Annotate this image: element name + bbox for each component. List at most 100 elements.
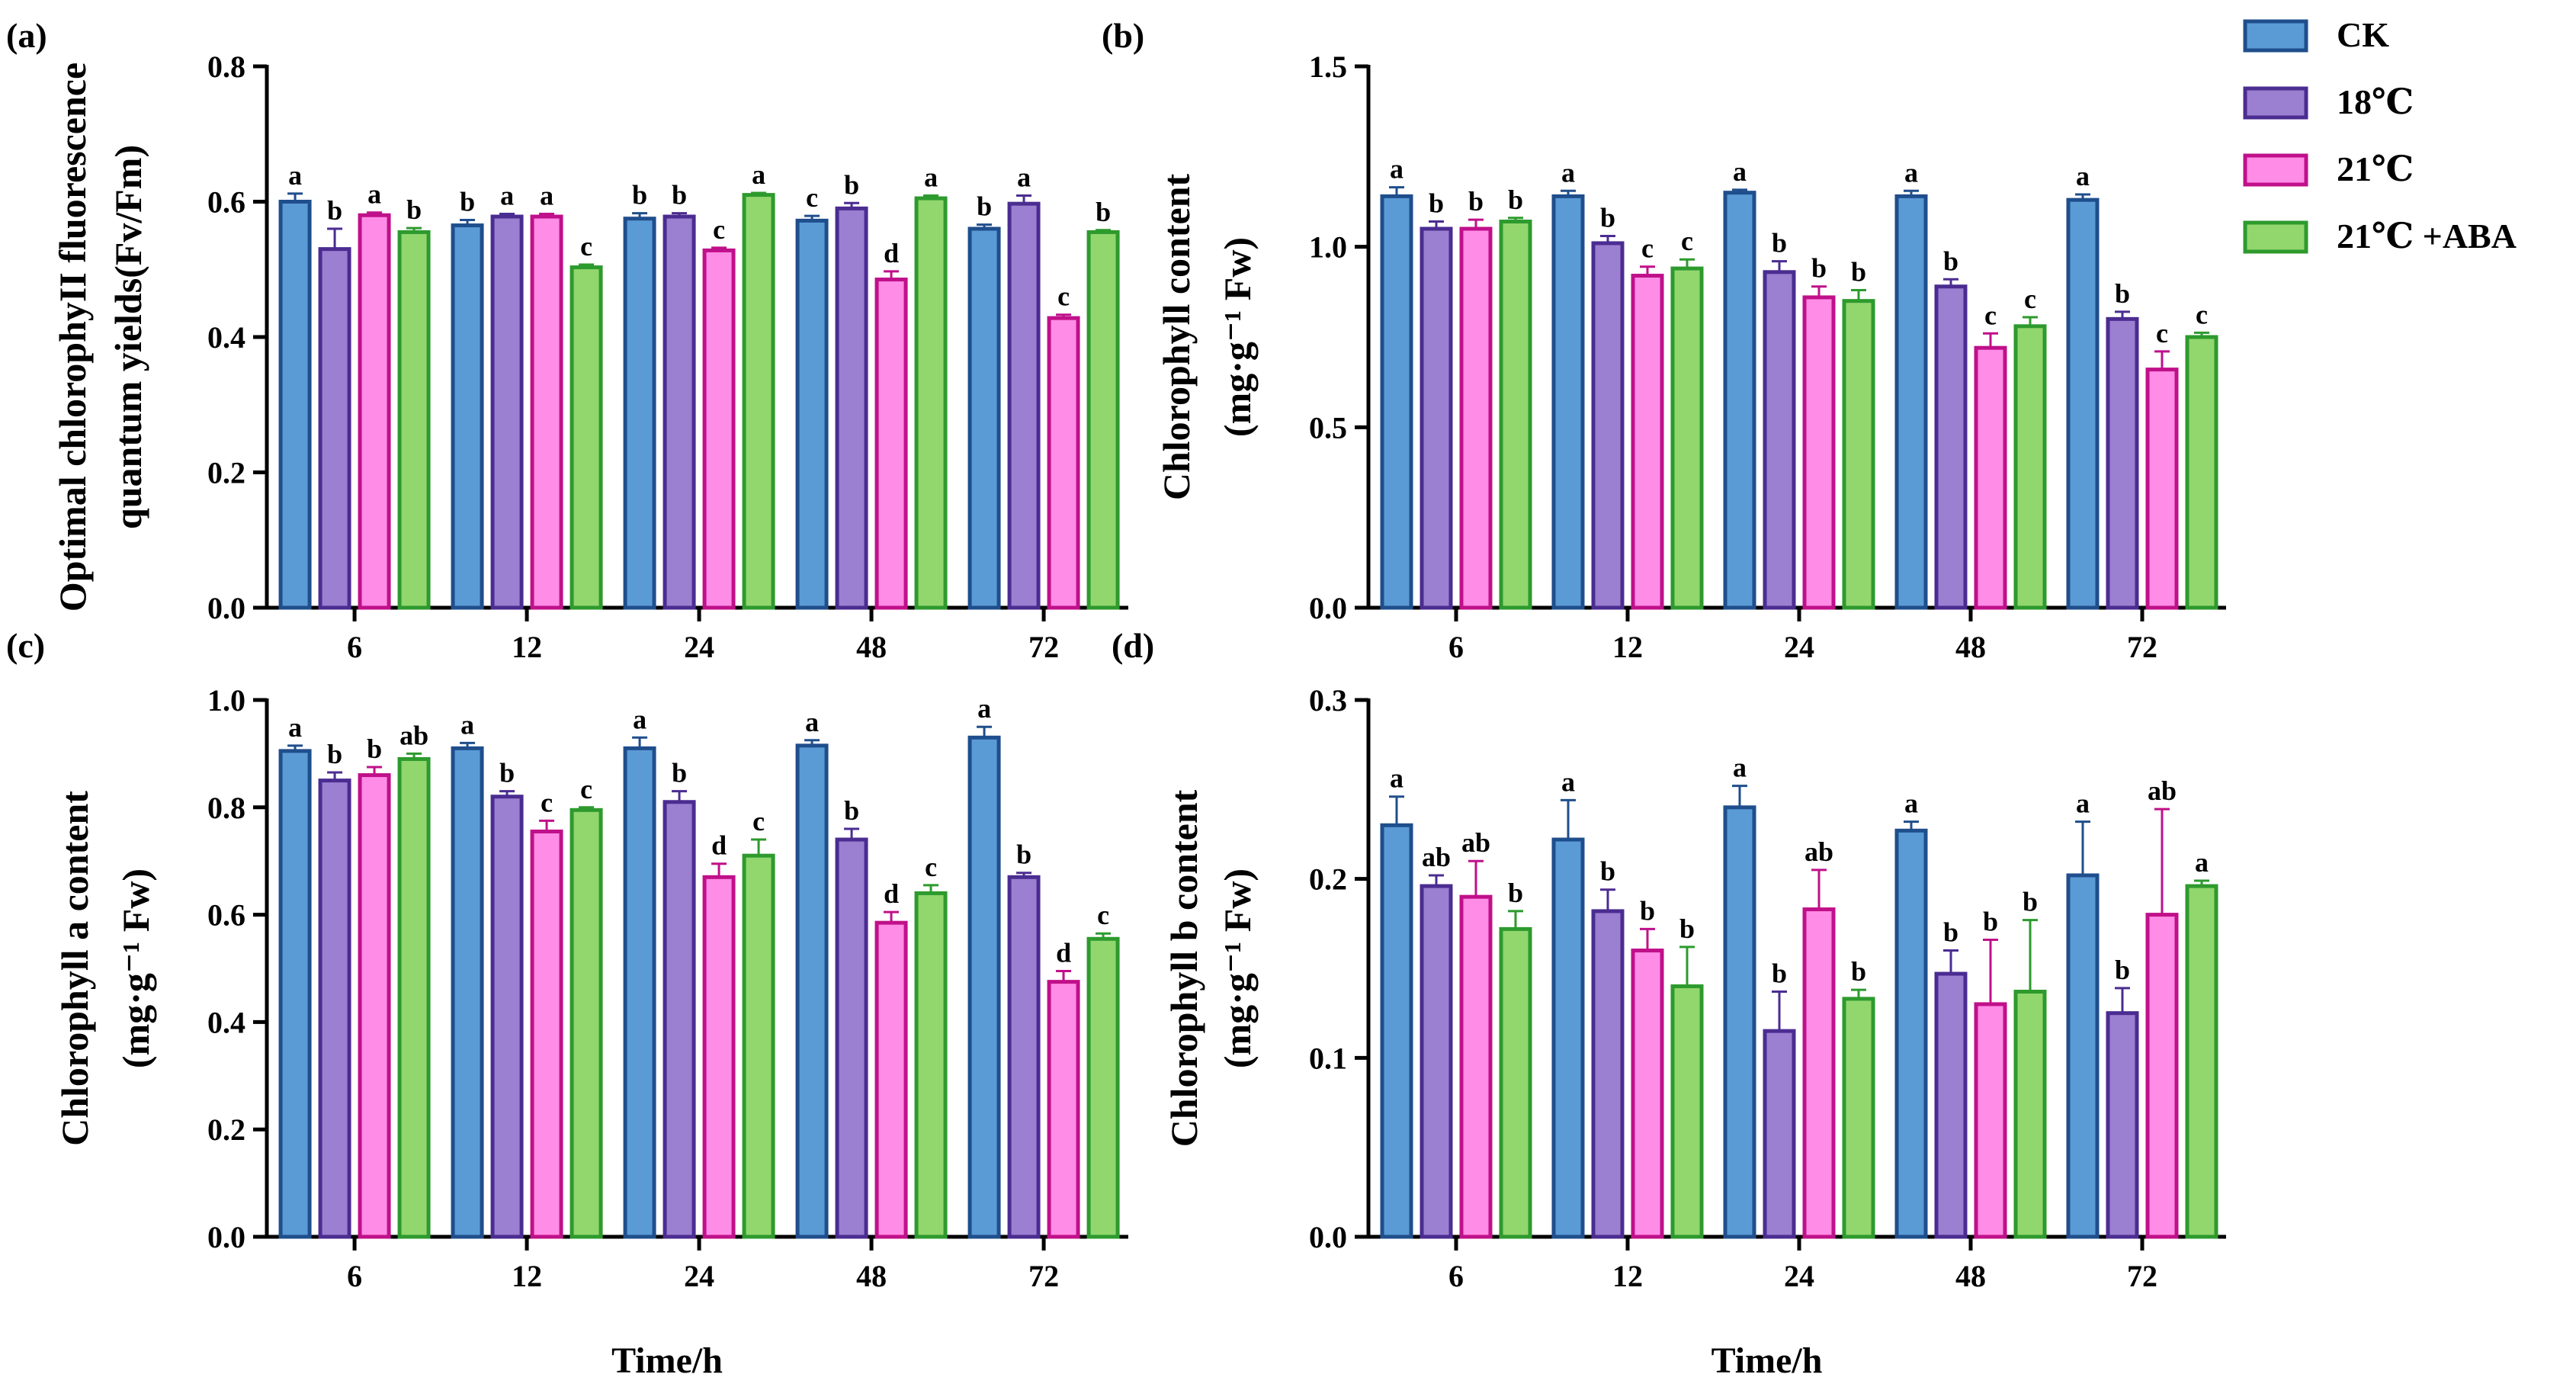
x-tick-label: 72 xyxy=(2127,1259,2157,1293)
bar xyxy=(318,247,351,610)
significance-letter: c xyxy=(2024,284,2036,314)
y-axis-label-line-2: (mg·g⁻¹ Fw) xyxy=(1216,237,1259,437)
significance-letter: ab xyxy=(2148,775,2177,806)
bar xyxy=(1551,837,1585,1239)
bar xyxy=(1591,909,1625,1239)
x-axis-label: Time/h xyxy=(611,1340,723,1381)
x-tick-label: 12 xyxy=(1612,630,1643,664)
significance-letter: b xyxy=(632,180,647,210)
y-axis-label-line-1: Chlorophyll a content xyxy=(53,791,96,1146)
significance-letter: a xyxy=(1390,154,1403,185)
bar xyxy=(742,193,775,610)
legend-label: 21℃ xyxy=(2337,149,2414,188)
y-axis-label-line-2: (mg·g⁻¹ Fw) xyxy=(1216,868,1259,1068)
legend-label: 18℃ xyxy=(2337,82,2414,121)
significance-letter: a xyxy=(805,707,819,737)
significance-letter: b xyxy=(1851,256,1866,287)
x-tick-label: 12 xyxy=(1612,1259,1643,1293)
significance-letter: a xyxy=(1017,162,1031,193)
significance-letter: c xyxy=(1984,300,1997,330)
bar xyxy=(1380,194,1413,610)
x-tick-label: 24 xyxy=(684,1259,714,1293)
bar xyxy=(967,735,1001,1239)
legend-label: 21℃ +ABA xyxy=(2337,217,2517,255)
x-tick-label: 48 xyxy=(856,630,887,664)
bar xyxy=(1499,926,1532,1239)
legend-swatch xyxy=(2243,220,2308,254)
x-tick-label: 24 xyxy=(1784,1259,1814,1293)
significance-letter: b xyxy=(327,739,342,769)
significance-letter: b xyxy=(977,191,992,222)
significance-letter: d xyxy=(884,238,899,268)
significance-letter: b xyxy=(1429,188,1444,219)
bar xyxy=(967,226,1001,610)
bar xyxy=(2066,197,2100,610)
significance-letter: b xyxy=(1851,956,1866,987)
significance-letter: d xyxy=(884,878,899,909)
bar xyxy=(2185,335,2218,610)
significance-letter: b xyxy=(367,734,382,764)
significance-letter: a xyxy=(288,160,302,191)
bar xyxy=(1086,230,1120,610)
significance-letter: b xyxy=(1016,840,1031,870)
significance-letter: b xyxy=(1508,185,1523,215)
y-tick-label: 0.3 xyxy=(1309,683,1347,718)
bar xyxy=(397,230,431,610)
significance-letter: b xyxy=(1600,856,1615,887)
significance-letter: b xyxy=(406,194,422,225)
bar xyxy=(2106,1011,2139,1239)
bar xyxy=(1631,949,1664,1239)
x-tick-label: 6 xyxy=(1448,1259,1464,1293)
panels: (a) 0.0 0.2 0.4 0.6 0.8 Optimal chlorophyII fl… xyxy=(6,16,2226,1381)
y-tick-label: 0.2 xyxy=(1309,862,1347,897)
chart-panel-c: (c) 0.0 0.2 0.4 0.6 0.8 1.0 Chlorophyll a conte… xyxy=(6,626,1128,1381)
y-axis-label-line-1: Optimal chlorophyII fluorescence xyxy=(51,63,94,612)
significance-letter: b xyxy=(2023,887,2038,917)
bar xyxy=(278,200,312,610)
bar xyxy=(2145,368,2179,610)
bar xyxy=(914,196,948,610)
bar xyxy=(2013,990,2047,1239)
significance-letter: a xyxy=(977,693,991,724)
bar xyxy=(835,206,868,610)
significance-letter: b xyxy=(1468,186,1484,217)
y-tick-label: 0.0 xyxy=(207,1220,245,1254)
bar xyxy=(397,756,431,1239)
x-tick-label: 24 xyxy=(684,630,714,664)
bar xyxy=(1047,316,1080,610)
bar xyxy=(1007,201,1041,610)
y-axis-label-line-2: quantum yields(Fv/Fm) xyxy=(107,145,149,529)
significance-letter: d xyxy=(1056,938,1071,968)
bar xyxy=(1670,984,1704,1239)
bar xyxy=(662,800,696,1239)
bar xyxy=(1894,828,1928,1239)
bar xyxy=(1723,191,1756,610)
significance-letter: a xyxy=(1561,766,1575,797)
y-tick-label: 0.6 xyxy=(207,185,245,220)
significance-letter: b xyxy=(672,758,687,788)
significance-letter: c xyxy=(580,231,592,262)
y-tick-label: 0.4 xyxy=(207,1005,245,1039)
y-tick-label: 1.0 xyxy=(1309,230,1347,265)
significance-letter: b xyxy=(1811,253,1827,284)
significance-letter: c xyxy=(713,214,725,245)
bar xyxy=(358,213,391,610)
y-axis-label-line-1: Chlorophyll content xyxy=(1155,174,1198,501)
significance-letter: b xyxy=(1943,917,1958,948)
significance-letter: c xyxy=(1097,900,1109,930)
significance-letter: a xyxy=(2076,788,2090,819)
significance-letter: d xyxy=(711,830,727,861)
y-tick-label: 0.2 xyxy=(207,1112,245,1147)
x-axis-label: Time/h xyxy=(1711,1340,1823,1381)
x-tick-label: 6 xyxy=(347,1259,362,1293)
x-tick-label: 72 xyxy=(2127,630,2157,664)
panel-label: (b) xyxy=(1102,16,1144,55)
bar xyxy=(2013,324,2047,610)
significance-letter: b xyxy=(1096,197,1111,227)
bar xyxy=(1723,805,1756,1239)
significance-letter: c xyxy=(580,774,592,804)
significance-letter: b xyxy=(1508,878,1523,908)
bar xyxy=(2145,913,2179,1239)
bar xyxy=(569,807,603,1239)
significance-letter: a xyxy=(1904,788,1918,819)
